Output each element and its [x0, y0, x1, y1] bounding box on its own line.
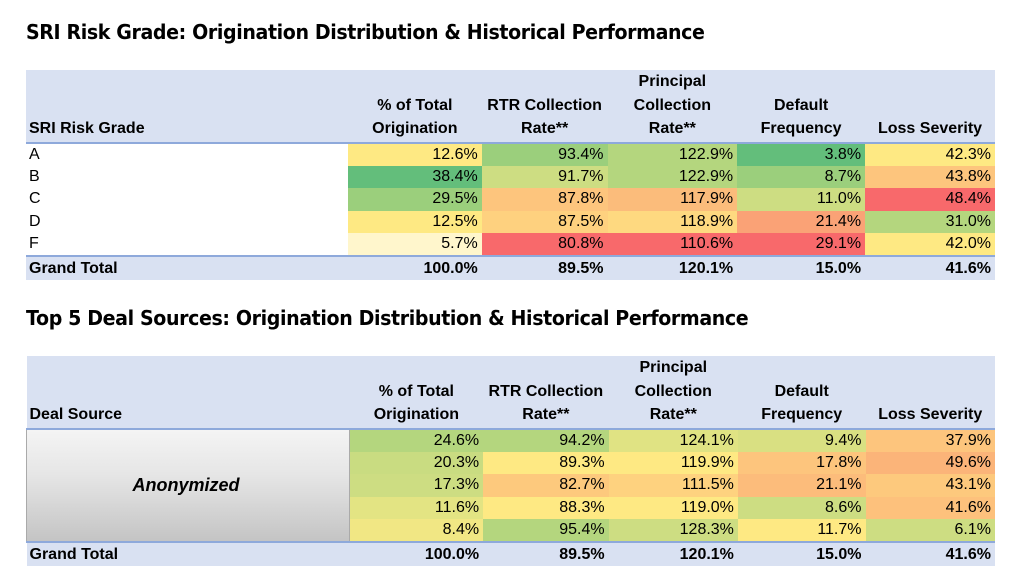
value-cell: 42.3%	[865, 142, 995, 166]
value-cell: 8.6%	[737, 496, 866, 520]
column-header: Loss Severity	[865, 356, 995, 430]
value-cell: 6.1%	[865, 519, 995, 543]
value-cell: 119.9%	[608, 451, 738, 475]
value-cell: 3.8%	[737, 142, 866, 166]
total-cell: 89.5%	[483, 541, 609, 567]
total-cell: 41.6%	[865, 541, 995, 567]
grand-total-row: Grand Total 100.0% 89.5% 120.1% 15.0% 41.6%	[26, 255, 995, 281]
value-cell: 87.5%	[481, 210, 608, 234]
value-cell: 11.0%	[737, 188, 866, 211]
table2-title: Top 5 Deal Sources: Origination Distribu…	[26, 306, 749, 330]
table-row: 11.6% 88.3% 119.0% 8.6% 41.6%	[27, 496, 995, 520]
value-cell: 95.4%	[483, 519, 609, 543]
value-cell: 5.7%	[347, 233, 482, 257]
total-cell: 15.0%	[737, 255, 866, 281]
table-row: 8.4% 95.4% 128.3% 11.7% 6.1%	[27, 519, 995, 543]
value-cell: 119.0%	[608, 496, 738, 520]
table-row: 17.3% 82.7% 111.5% 21.1% 43.1%	[27, 474, 995, 497]
column-header: % of Total Origination	[349, 356, 484, 430]
column-header: Default Frequency	[737, 70, 866, 144]
table-row: C 29.5% 87.8% 117.9% 11.0% 48.4%	[26, 188, 995, 211]
value-cell: 128.3%	[608, 519, 738, 543]
value-cell: 122.9%	[607, 142, 738, 166]
value-cell: 20.3%	[349, 451, 484, 475]
value-cell: 111.5%	[608, 474, 738, 497]
total-cell: 100.0%	[347, 255, 482, 281]
anonymized-cell: Anonymized	[25, 428, 351, 543]
value-cell: 122.9%	[607, 165, 738, 189]
table-row: 20.3% 89.3% 119.9% 17.8% 49.6%	[27, 451, 995, 475]
value-cell: 31.0%	[865, 210, 995, 234]
risk-grade-table: SRI Risk Grade% of Total Origination RTR …	[26, 70, 995, 281]
value-cell: 117.9%	[607, 188, 738, 211]
total-label: Grand Total	[26, 541, 350, 567]
value-cell: 17.8%	[737, 451, 866, 475]
value-cell: 11.7%	[737, 519, 866, 543]
row-label: A	[29, 145, 40, 163]
column-header: Loss Severity	[865, 70, 995, 144]
value-cell: 43.1%	[865, 474, 995, 497]
header-label: SRI Risk Grade	[26, 70, 348, 144]
total-cell: 41.6%	[865, 255, 995, 281]
value-cell: 48.4%	[865, 188, 995, 211]
column-header: RTR Collection Rate**	[483, 356, 609, 430]
value-cell: 43.8%	[865, 165, 995, 189]
table1-title: SRI Risk Grade: Origination Distribution…	[26, 20, 705, 44]
value-cell: 91.7%	[481, 165, 608, 189]
value-cell: 21.4%	[737, 210, 866, 234]
row-label: D	[29, 212, 41, 230]
value-cell: 12.6%	[347, 142, 482, 166]
table-row: B 38.4% 91.7% 122.9% 8.7% 43.8%	[26, 165, 995, 189]
value-cell: 88.3%	[483, 496, 609, 520]
column-header: Principal Collection Rate**	[608, 356, 738, 430]
total-cell: 120.1%	[607, 255, 738, 281]
column-header: RTR Collection Rate**	[481, 70, 608, 144]
total-cell: 15.0%	[737, 541, 866, 567]
value-cell: 29.5%	[347, 188, 482, 211]
header-label: Deal Source	[26, 356, 350, 430]
total-cell: 100.0%	[349, 541, 484, 567]
value-cell: 11.6%	[349, 496, 484, 520]
grand-total-row: Grand Total 100.0% 89.5% 120.1% 15.0% 41.6%	[26, 541, 995, 567]
value-cell: 41.6%	[865, 496, 995, 520]
value-cell: 118.9%	[607, 210, 738, 234]
value-cell: 17.3%	[349, 474, 484, 497]
row-label: B	[29, 168, 40, 186]
value-cell: 124.1%	[608, 428, 738, 452]
row-label: C	[29, 190, 41, 208]
value-cell: 29.1%	[737, 233, 866, 257]
value-cell: 8.7%	[737, 165, 866, 189]
value-cell: 110.6%	[607, 233, 738, 257]
total-cell: 120.1%	[608, 541, 738, 567]
value-cell: 38.4%	[347, 165, 482, 189]
value-cell: 87.8%	[481, 188, 608, 211]
value-cell: 9.4%	[737, 428, 866, 452]
value-cell: 80.8%	[481, 233, 608, 257]
value-cell: 21.1%	[737, 474, 866, 497]
value-cell: 93.4%	[481, 142, 608, 166]
header-row: SRI Risk Grade% of Total Origination RTR …	[26, 70, 995, 144]
table-row: Anonymized 24.6% 94.2% 124.1% 9.4% 37.9%	[25, 428, 995, 543]
column-header: Default Frequency	[737, 356, 866, 430]
value-cell: 24.6%	[349, 428, 484, 452]
value-cell: 37.9%	[865, 428, 995, 452]
column-header: Principal Collection Rate**	[607, 70, 738, 144]
value-cell: 82.7%	[483, 474, 609, 497]
value-cell: 89.3%	[483, 451, 609, 475]
value-cell: 12.5%	[347, 210, 482, 234]
value-cell: 42.0%	[865, 233, 995, 257]
table-row: D 12.5% 87.5% 118.9% 21.4% 31.0%	[26, 210, 995, 234]
total-label: Grand Total	[26, 255, 348, 281]
deal-source-table: Deal Source% of Total Origination RTR Col…	[25, 356, 995, 567]
value-cell: 8.4%	[349, 519, 484, 543]
table-row: A 12.6% 93.4% 122.9% 3.8% 42.3%	[26, 142, 995, 166]
total-cell: 89.5%	[481, 255, 608, 281]
table-row: F 5.7% 80.8% 110.6% 29.1% 42.0%	[26, 233, 995, 257]
value-cell: 49.6%	[865, 451, 995, 475]
row-label: F	[29, 235, 39, 253]
header-row: Deal Source% of Total Origination RTR Col…	[26, 356, 995, 430]
value-cell: 94.2%	[483, 428, 609, 452]
column-header: % of Total Origination	[347, 70, 482, 144]
